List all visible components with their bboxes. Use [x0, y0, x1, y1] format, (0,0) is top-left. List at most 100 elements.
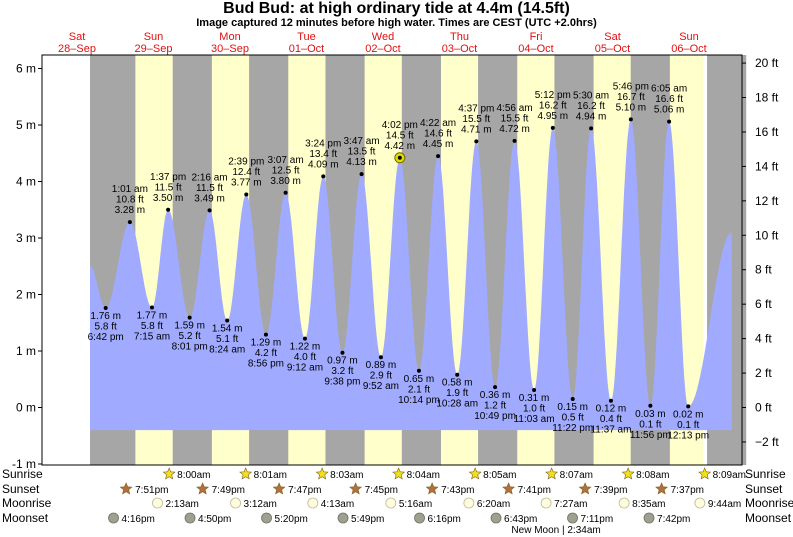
moonset-time: 4:50pm: [198, 514, 231, 525]
sunrise-time: 8:00am: [177, 470, 210, 481]
moonrise-icon: [618, 497, 630, 509]
y-tick-label-ft: −2 ft: [755, 435, 779, 449]
tide-label: 10:49 pm: [474, 411, 516, 422]
almanac-row-label: Sunrise: [2, 467, 43, 481]
day-date-label: 04–Oct: [518, 43, 553, 55]
sunset-icon: [655, 482, 669, 495]
sunrise-icon: [392, 467, 406, 480]
tide-label: 11:56 pm: [630, 430, 671, 441]
day-name-label: Tue: [297, 31, 316, 43]
sunrise-time: 8:01am: [254, 470, 287, 481]
tide-point: [263, 332, 268, 337]
almanac-row-label-right: Sunset: [745, 482, 783, 496]
tide-label: 10:14 pm: [398, 395, 440, 406]
tide-label: 10.8 ft: [116, 195, 144, 206]
tide-label: 6:42 pm: [88, 332, 124, 343]
tide-point: [608, 398, 613, 403]
y-tick-label-ft: 12 ft: [755, 194, 779, 208]
y-tick-label-ft: 20 ft: [755, 56, 779, 70]
tide-label: 0.97 m: [327, 356, 358, 367]
day-name-label: Wed: [372, 31, 394, 43]
moonset-time: 7:11pm: [581, 514, 614, 525]
tide-label: 2:39 pm: [228, 156, 264, 167]
tide-label: 10:28 am: [436, 399, 478, 410]
day-date-label: 01–Oct: [289, 43, 324, 55]
tide-label: 15.5 ft: [462, 114, 490, 125]
moonrise-icon: [152, 497, 163, 509]
tide-label: 1.9 ft: [446, 388, 468, 399]
tide-label: 1.22 m: [290, 342, 321, 353]
tide-label: 0.4 ft: [600, 414, 622, 425]
tide-point: [149, 305, 154, 310]
tide-point: [340, 350, 345, 355]
sunset-icon: [502, 482, 516, 495]
day-name-label: Sun: [679, 31, 699, 43]
tide-label: 4.95 m: [538, 111, 569, 122]
tide-point: [474, 139, 479, 144]
tide-label: 9:38 pm: [324, 377, 360, 388]
tide-label: 0.58 m: [442, 378, 473, 389]
y-tick-label-ft: 8 ft: [755, 263, 772, 277]
tide-label: 11.5 ft: [155, 182, 182, 193]
tide-curve: [90, 119, 732, 431]
sunset-time: 7:43pm: [441, 485, 474, 496]
tide-label: 1:01 am: [112, 184, 148, 195]
almanac-row-label: Moonrise: [2, 496, 52, 510]
tide-label: 16.7 ft: [617, 92, 645, 103]
tide-label: 0.65 m: [404, 374, 435, 385]
moonrise-icon: [385, 497, 397, 509]
tide-area: [90, 119, 732, 431]
tide-label: 12.4 ft: [232, 167, 260, 178]
moonrise-time: 5:16am: [399, 499, 432, 510]
tide-label: 5.2 ft: [179, 331, 201, 342]
tide-label: 15.5 ft: [501, 113, 529, 124]
sunset-time: 7:39pm: [594, 485, 627, 496]
tide-label: 4.2 ft: [255, 348, 277, 359]
y-tick-label-m: 0 m: [16, 401, 36, 415]
current-tide-dot: [397, 155, 402, 160]
moonrise-time: 2:13am: [166, 499, 199, 510]
day-name-label: Sun: [144, 31, 164, 43]
tide-label: 7:15 am: [134, 331, 170, 342]
tide-label: 0.5 ft: [562, 413, 584, 424]
day-name-label: Mon: [219, 31, 240, 43]
day-labels: Sat28–SepSun29–SepMon30–SepTue01–OctWed0…: [58, 31, 707, 55]
almanac-row-label: Sunset: [2, 482, 40, 496]
tide-label: 4.72 m: [499, 124, 530, 135]
tide-point: [244, 192, 249, 197]
tide-label: 12.5 ft: [272, 165, 300, 176]
tide-label: 4.45 m: [423, 139, 454, 150]
tide-label: 4:22 am: [420, 118, 456, 129]
tide-label: 2:16 am: [191, 172, 227, 183]
tide-label: 9:12 am: [287, 363, 323, 374]
tide-label: 5.06 m: [654, 105, 685, 116]
y-tick-label-m: 3 m: [16, 231, 36, 245]
almanac-row-label-right: Moonset: [745, 511, 792, 525]
tide-label: 1.0 ft: [523, 403, 545, 414]
tide-label: 8:24 am: [209, 344, 245, 355]
tide-point: [589, 126, 594, 131]
moonrise-time: 7:27am: [554, 499, 587, 510]
sunrise-icon: [698, 467, 712, 480]
day-date-label: 02–Oct: [365, 43, 400, 55]
day-name-label: Fri: [530, 31, 543, 43]
tide-label: 0.12 m: [596, 404, 627, 415]
tide-label: 4:56 am: [497, 103, 533, 114]
moonrise-time: 6:20am: [477, 499, 510, 510]
moonset-icon: [567, 512, 578, 524]
tide-label: 1.59 m: [174, 321, 205, 332]
moonset-time: 4:16pm: [122, 514, 155, 525]
moonset-time: 6:43pm: [504, 514, 537, 525]
tide-label: 4.0 ft: [294, 352, 316, 363]
tide-label: 0.89 m: [366, 360, 397, 371]
moonrise-icon: [230, 497, 241, 509]
y-tick-label-ft: 14 ft: [755, 159, 779, 173]
sunrise-icon: [468, 467, 482, 480]
tide-point: [532, 387, 537, 392]
day-date-label: 05–Oct: [595, 43, 630, 55]
tide-label: 16.2 ft: [539, 100, 567, 111]
moonset-time: 5:49pm: [351, 514, 384, 525]
y-tick-label-ft: 2 ft: [755, 366, 772, 380]
tide-point: [207, 208, 212, 213]
